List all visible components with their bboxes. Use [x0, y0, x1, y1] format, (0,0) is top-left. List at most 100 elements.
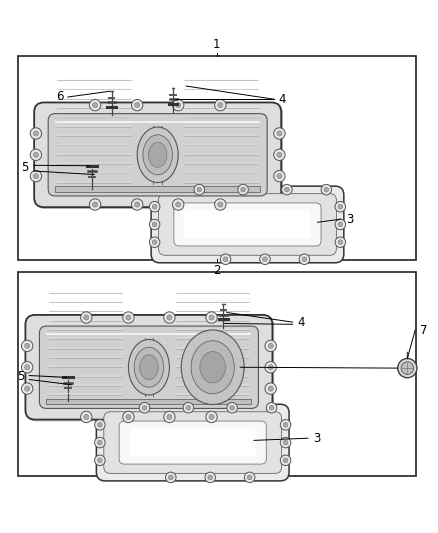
Circle shape	[167, 414, 172, 419]
Circle shape	[152, 240, 157, 245]
Circle shape	[152, 204, 157, 209]
Circle shape	[398, 359, 417, 378]
FancyBboxPatch shape	[39, 326, 258, 408]
Circle shape	[338, 240, 343, 245]
Circle shape	[98, 423, 102, 427]
Circle shape	[335, 237, 346, 247]
Circle shape	[285, 187, 289, 192]
Circle shape	[166, 472, 176, 483]
Circle shape	[95, 455, 105, 465]
Circle shape	[30, 149, 42, 160]
Circle shape	[321, 184, 332, 195]
Circle shape	[283, 440, 288, 445]
Circle shape	[215, 199, 226, 210]
Circle shape	[401, 362, 413, 374]
Circle shape	[142, 406, 147, 410]
Circle shape	[131, 99, 143, 111]
Circle shape	[338, 204, 343, 209]
Circle shape	[95, 419, 105, 430]
Circle shape	[206, 411, 217, 423]
Circle shape	[268, 386, 273, 391]
Circle shape	[173, 199, 184, 210]
Circle shape	[98, 440, 102, 445]
Ellipse shape	[143, 135, 173, 175]
FancyBboxPatch shape	[159, 193, 336, 255]
Circle shape	[126, 315, 131, 320]
Circle shape	[205, 472, 215, 483]
FancyBboxPatch shape	[184, 211, 311, 238]
Circle shape	[81, 411, 92, 423]
Circle shape	[280, 419, 291, 430]
Circle shape	[134, 102, 140, 108]
Circle shape	[197, 187, 201, 192]
Circle shape	[123, 312, 134, 323]
FancyBboxPatch shape	[119, 421, 266, 464]
Circle shape	[338, 222, 343, 227]
Circle shape	[268, 343, 273, 349]
FancyBboxPatch shape	[34, 102, 281, 207]
Circle shape	[282, 184, 292, 195]
Circle shape	[266, 402, 277, 413]
Circle shape	[30, 128, 42, 139]
Circle shape	[89, 99, 101, 111]
Ellipse shape	[148, 142, 167, 167]
Circle shape	[335, 201, 346, 212]
Circle shape	[218, 102, 223, 108]
FancyBboxPatch shape	[151, 186, 344, 263]
Circle shape	[206, 312, 217, 323]
Ellipse shape	[128, 340, 170, 395]
Circle shape	[277, 174, 282, 179]
Text: 4: 4	[298, 316, 305, 329]
Circle shape	[277, 131, 282, 136]
Circle shape	[21, 340, 33, 352]
Bar	[18, 56, 416, 260]
Circle shape	[209, 414, 214, 419]
Circle shape	[134, 202, 140, 207]
Circle shape	[244, 472, 255, 483]
Circle shape	[183, 402, 194, 413]
Circle shape	[164, 312, 175, 323]
Circle shape	[176, 202, 181, 207]
Circle shape	[123, 411, 134, 423]
Circle shape	[302, 257, 307, 262]
Circle shape	[227, 402, 237, 413]
Circle shape	[299, 254, 310, 264]
FancyBboxPatch shape	[174, 203, 321, 246]
Text: 7: 7	[420, 324, 428, 336]
Circle shape	[274, 128, 285, 139]
Circle shape	[335, 219, 346, 230]
Circle shape	[169, 475, 173, 480]
Ellipse shape	[191, 341, 234, 394]
Circle shape	[220, 254, 231, 264]
Circle shape	[95, 437, 105, 448]
Text: 5: 5	[17, 370, 24, 383]
Bar	[55, 187, 260, 191]
Circle shape	[21, 361, 33, 373]
Circle shape	[25, 386, 30, 391]
Circle shape	[149, 237, 160, 247]
Circle shape	[149, 219, 160, 230]
Circle shape	[84, 414, 89, 419]
Circle shape	[194, 184, 205, 195]
Circle shape	[241, 187, 245, 192]
Circle shape	[230, 406, 234, 410]
FancyBboxPatch shape	[46, 333, 251, 335]
Circle shape	[277, 152, 282, 157]
Circle shape	[152, 222, 157, 227]
Circle shape	[33, 131, 39, 136]
Ellipse shape	[181, 330, 244, 405]
Circle shape	[33, 174, 39, 179]
Circle shape	[263, 257, 267, 262]
Circle shape	[209, 315, 214, 320]
Ellipse shape	[134, 348, 164, 387]
Circle shape	[139, 402, 150, 413]
Circle shape	[92, 202, 98, 207]
Circle shape	[173, 99, 184, 111]
Text: 6: 6	[56, 91, 64, 103]
FancyBboxPatch shape	[48, 114, 267, 196]
Circle shape	[33, 152, 39, 157]
Circle shape	[265, 383, 276, 394]
FancyBboxPatch shape	[25, 315, 272, 419]
Bar	[46, 399, 251, 404]
Circle shape	[274, 171, 285, 182]
